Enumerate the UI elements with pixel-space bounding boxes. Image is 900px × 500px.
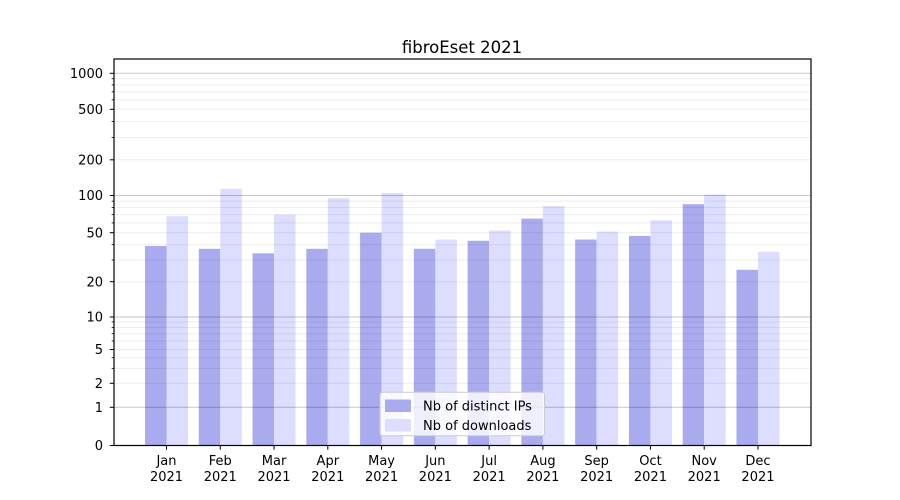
- y-tick-label: 100: [78, 189, 103, 204]
- bar-downloads-mar: [274, 214, 296, 446]
- y-tick-label: 2: [95, 377, 103, 392]
- bar-downloads-feb: [220, 188, 242, 446]
- x-tick-label-year: 2021: [634, 470, 667, 485]
- x-tick-label-month: Aug: [530, 454, 555, 469]
- y-tick-label: 500: [78, 103, 103, 118]
- x-tick-label-year: 2021: [419, 470, 452, 485]
- bar-distinct-ips-mar: [252, 253, 275, 446]
- bar-downloads-nov: [704, 194, 726, 446]
- bar-distinct-ips-dec: [736, 269, 758, 446]
- x-tick-label-year: 2021: [257, 470, 290, 485]
- x-tick-label-year: 2021: [580, 470, 613, 485]
- y-tick-label: 5: [95, 343, 103, 358]
- bar-downloads-sep: [596, 231, 619, 446]
- y-tick-label: 20: [86, 275, 103, 290]
- x-tick-label-year: 2021: [311, 470, 344, 485]
- x-tick-label-year: 2021: [365, 470, 398, 485]
- legend-swatch-downloads: [385, 419, 411, 432]
- chart-title: fibroEset 2021: [402, 38, 522, 57]
- bar-distinct-ips-apr: [306, 248, 328, 446]
- x-tick-label-year: 2021: [473, 470, 506, 485]
- bar-downloads-oct: [650, 220, 672, 446]
- bar-downloads-aug: [542, 206, 565, 446]
- bar-distinct-ips-jan: [145, 245, 167, 446]
- bar-downloads-apr: [327, 198, 350, 446]
- x-tick-label-month: Apr: [317, 454, 340, 469]
- y-tick-label: 50: [86, 226, 103, 241]
- y-tick-label: 0: [95, 439, 103, 454]
- bar-distinct-ips-feb: [198, 248, 221, 446]
- axes-layer: 01251020501002005001000Jan2021Feb2021Mar…: [70, 58, 812, 485]
- x-tick-label-month: Sep: [584, 454, 609, 469]
- x-tick-label-month: Feb: [209, 454, 232, 469]
- y-tick-label: 10: [86, 311, 103, 326]
- bar-distinct-ips-sep: [575, 239, 597, 446]
- x-tick-label-year: 2021: [526, 470, 559, 485]
- bar-distinct-ips-nov: [682, 204, 705, 446]
- x-tick-label-year: 2021: [150, 470, 183, 485]
- legend-label-distinct-ips: Nb of distinct IPs: [423, 400, 532, 415]
- bar-downloads-may: [381, 192, 404, 446]
- bar-downloads-jan: [166, 216, 188, 446]
- bar-distinct-ips-aug: [521, 218, 543, 446]
- y-tick-label: 200: [78, 153, 103, 168]
- grid-layer: [114, 72, 811, 408]
- x-tick-label-month: May: [368, 454, 395, 469]
- x-tick-label-year: 2021: [204, 470, 237, 485]
- bar-distinct-ips-oct: [628, 236, 651, 446]
- x-tick-label-month: Oct: [639, 454, 661, 469]
- bar-distinct-ips-may: [360, 232, 382, 446]
- legend: Nb of distinct IPs Nb of downloads: [379, 391, 545, 437]
- y-tick-label: 1: [95, 401, 103, 416]
- x-tick-label-month: Mar: [262, 454, 287, 469]
- bar-downloads-dec: [757, 251, 780, 446]
- plot-frame: [113, 58, 812, 447]
- x-tick-label-month: Dec: [745, 454, 770, 469]
- bars-layer: [145, 188, 780, 446]
- bar-downloads-jul: [489, 230, 511, 446]
- legend-box: [379, 391, 545, 437]
- x-tick-label-month: Jul: [480, 454, 497, 469]
- x-tick-label-month: Jun: [424, 454, 445, 469]
- x-tick-label-month: Nov: [692, 454, 718, 469]
- y-tick-label: 1000: [70, 67, 103, 82]
- x-tick-label-month: Jan: [155, 454, 176, 469]
- x-tick-label-year: 2021: [688, 470, 721, 485]
- x-tick-label-year: 2021: [741, 470, 774, 485]
- legend-label-downloads: Nb of downloads: [423, 419, 532, 434]
- legend-swatch-distinct-ips: [385, 399, 411, 412]
